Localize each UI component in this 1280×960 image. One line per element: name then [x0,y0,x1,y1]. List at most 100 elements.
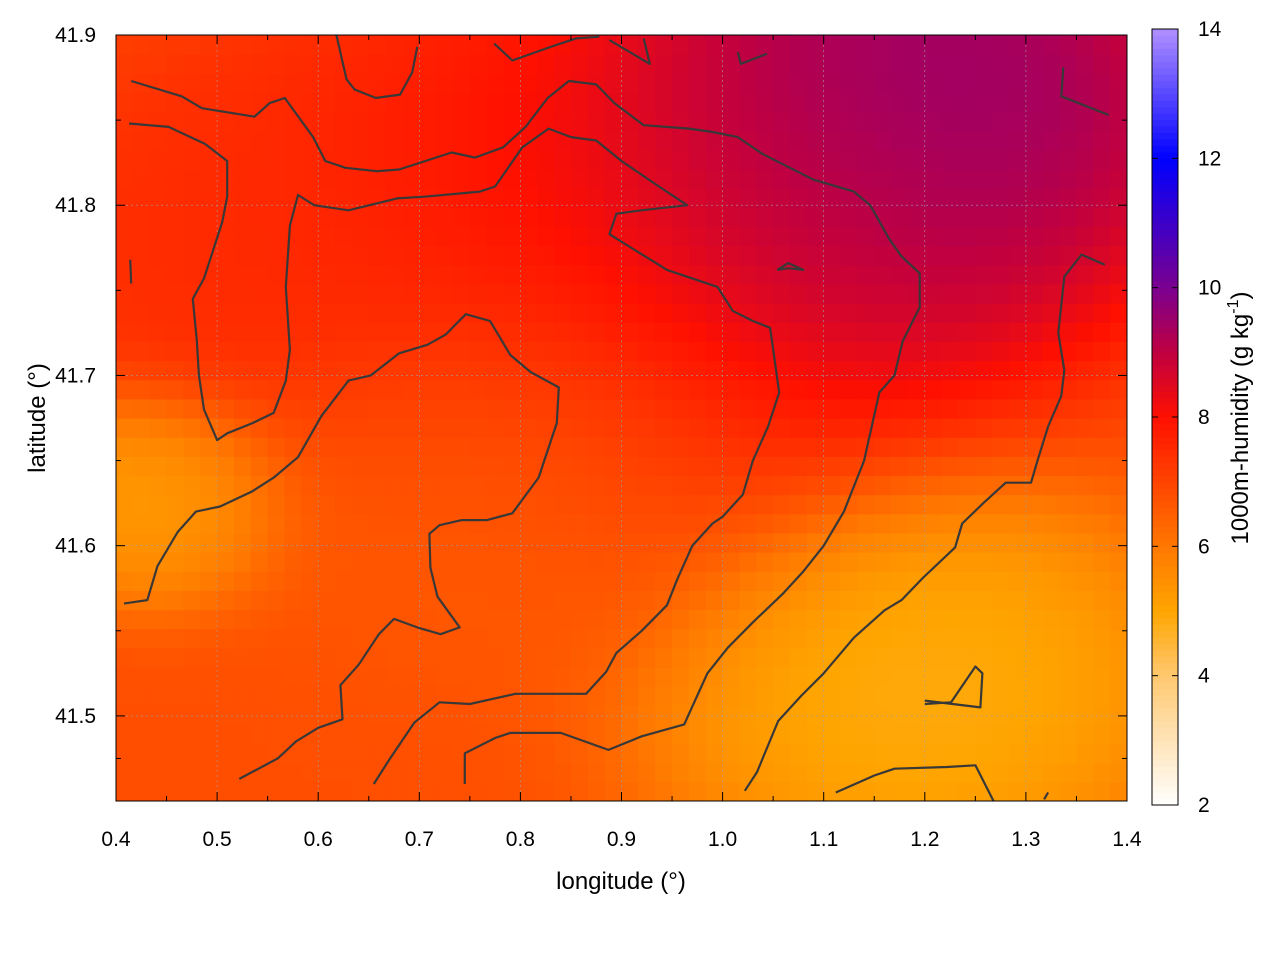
heatmap-cell [992,418,1010,438]
heatmap-cell [301,226,319,247]
colorbar-segment [1152,235,1178,243]
heatmap-cell [924,360,943,381]
heatmap-cell [537,494,555,515]
heatmap-cell [891,475,909,496]
heatmap-cell [318,513,336,534]
heatmap-cell [907,54,926,74]
colorbar-segment [1152,559,1178,567]
heatmap-cell [1025,283,1044,304]
heatmap-cell [200,724,218,745]
heatmap-cell [655,54,673,74]
heatmap-cell [756,379,774,400]
heatmap-cell [385,245,404,266]
heatmap-cell [621,245,639,266]
heatmap-cell [132,475,151,496]
heatmap-cell [941,73,960,94]
heatmap-cell [200,188,218,208]
heatmap-cell [200,590,218,611]
heatmap-cell [318,628,336,649]
heatmap-cell [840,398,858,419]
heatmap-cell [520,724,538,745]
heatmap-cell [756,226,774,247]
heatmap-cell [756,54,774,74]
heatmap-cell [318,264,336,285]
heatmap-cell [806,188,825,208]
heatmap-cell [149,705,168,725]
heatmap-cell [621,475,639,496]
colorbar-segment [1152,746,1178,754]
heatmap-cell [1025,379,1044,400]
heatmap-cell [351,705,370,725]
heatmap-cell [688,628,707,649]
heatmap-cell [217,303,235,323]
heatmap-cell [301,686,319,706]
heatmap-cell [739,303,757,323]
heatmap-cell [250,322,269,342]
heatmap-cell [823,207,842,228]
heatmap-cell [790,226,808,247]
heatmap-cell [621,398,639,419]
heatmap-cell [874,341,892,362]
heatmap-cell [200,609,218,630]
heatmap-cell [233,552,252,572]
heatmap-cell [132,283,151,304]
heatmap-cell [1042,609,1061,630]
heatmap-cell [116,686,134,706]
heatmap-cell [554,513,572,534]
heatmap-cell [1076,494,1094,515]
colorbar-segment [1152,41,1178,49]
heatmap-cell [672,590,690,611]
heatmap-cell [200,35,218,55]
heatmap-cell [284,494,302,515]
heatmap-cell [537,705,555,725]
heatmap-cell [368,552,387,572]
heatmap-cell [436,743,454,764]
heatmap-cell [436,762,454,783]
heatmap-cell [941,130,960,151]
heatmap-cell [958,647,976,668]
heatmap-cell [351,724,370,745]
heatmap-cell [1076,264,1094,285]
heatmap-cell [132,571,151,591]
heatmap-cell [183,226,201,247]
heatmap-cell [1009,341,1027,362]
heatmap-cell [318,111,336,132]
heatmap-cell [453,743,471,764]
heatmap-cell [149,111,168,132]
heatmap-cell [166,705,184,725]
heatmap-cell [806,322,825,342]
heatmap-cell [705,705,724,725]
heatmap-cell [840,264,858,285]
heatmap-cell [975,743,993,764]
heatmap-cell [1009,590,1027,611]
x-tick-label: 0.5 [202,828,231,851]
heatmap-cell [975,552,993,572]
heatmap-cell [570,169,589,189]
heatmap-cell [1093,494,1111,515]
heatmap-cell [790,398,808,419]
colorbar-segment [1152,248,1178,256]
heatmap-cell [638,571,656,591]
heatmap-cell [368,379,387,400]
heatmap-cell [183,762,201,783]
heatmap-cell [335,781,353,801]
heatmap-cell [587,532,606,553]
contour-line-10 [1060,67,1110,117]
heatmap-cell [773,705,791,725]
heatmap-cell [705,647,724,668]
colorbar-segment [1152,332,1178,340]
heatmap-cell [267,149,286,170]
heatmap-cell [790,283,808,304]
heatmap-cell [351,609,370,630]
heatmap-cell [857,666,875,687]
heatmap-cell [318,724,336,745]
heatmap-cell [149,724,168,745]
heatmap-cell [941,475,960,496]
heatmap-cell [1076,475,1094,496]
heatmap-cell [217,130,235,151]
heatmap-cell [116,513,134,534]
heatmap-cell [284,35,302,55]
heatmap-cell [1093,762,1111,783]
heatmap-cell [284,283,302,304]
heatmap-cell [537,207,555,228]
